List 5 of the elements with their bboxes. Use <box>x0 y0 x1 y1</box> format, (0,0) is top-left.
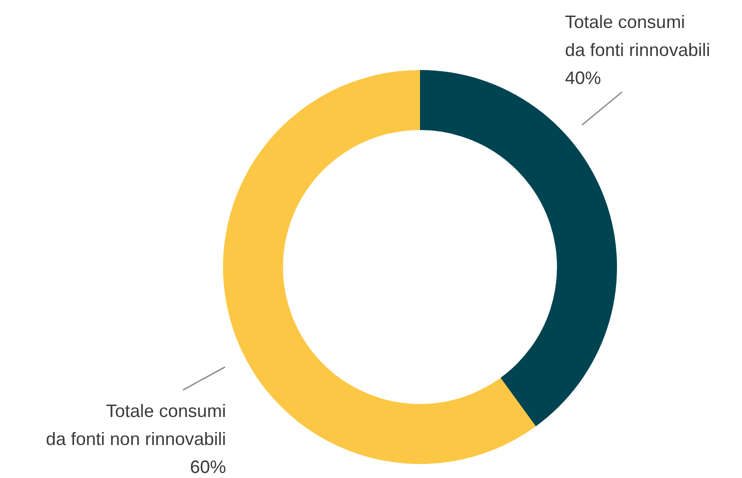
data-label: 40% <box>565 68 602 88</box>
slice-label: Totale consumi da fonti non rinnovabili <box>46 401 226 449</box>
data-label: 60% <box>190 457 226 477</box>
donut-slice <box>420 70 617 426</box>
slice-label: Totale consumi da fonti rinnovabili <box>565 12 710 60</box>
